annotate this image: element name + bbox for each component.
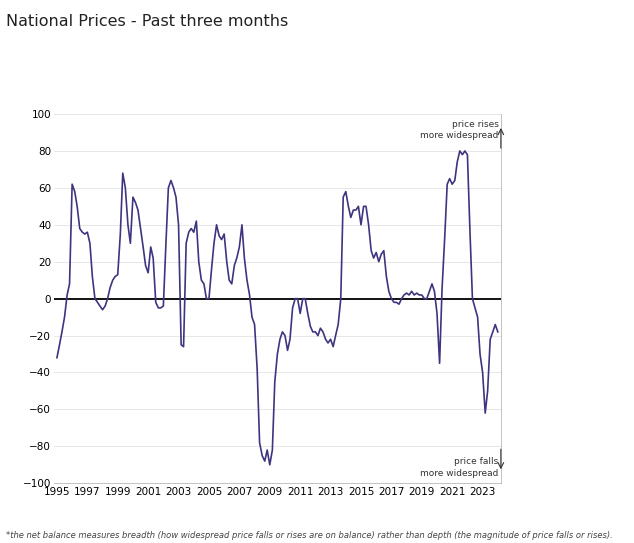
Text: price rises
more widespread: price rises more widespread bbox=[420, 119, 498, 141]
Text: *the net balance measures breadth (how widespread price falls or rises are on ba: *the net balance measures breadth (how w… bbox=[6, 531, 613, 540]
Text: Prices - last 3 months*: Prices - last 3 months* bbox=[211, 92, 361, 105]
Text: Net balance, %, SA: Net balance, %, SA bbox=[63, 93, 162, 103]
Text: price falls
more widespread: price falls more widespread bbox=[420, 457, 498, 478]
Text: National Prices - Past three months: National Prices - Past three months bbox=[6, 14, 288, 29]
